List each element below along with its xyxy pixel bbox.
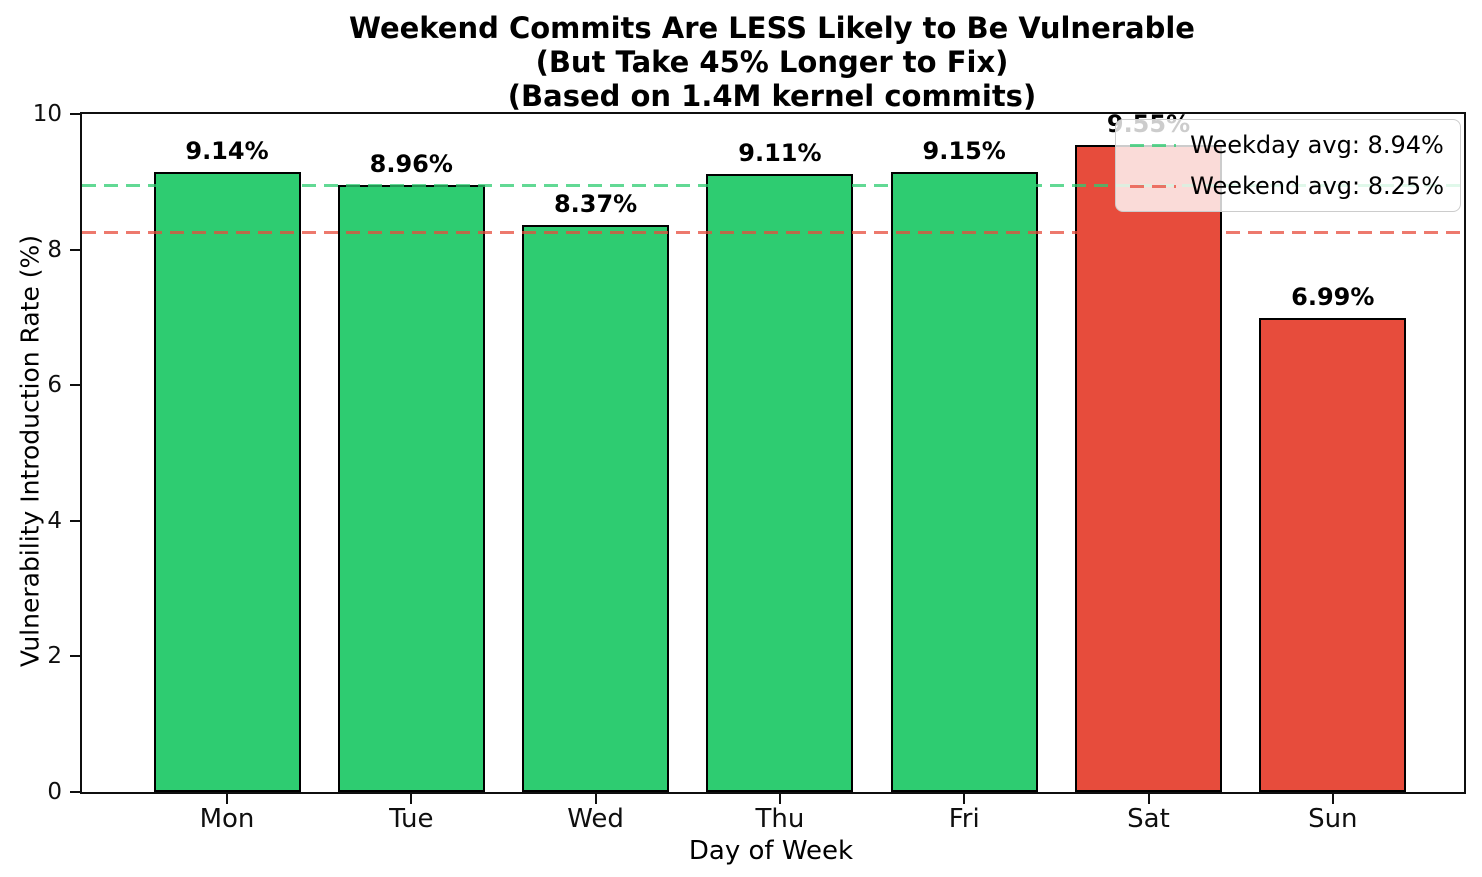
x-tick-label-mon: Mon: [199, 804, 255, 834]
y-tick-8: [70, 248, 80, 251]
y-tick-10: [70, 113, 80, 115]
y-tick-label-2: 2: [47, 643, 62, 670]
y-tick-2: [70, 655, 80, 658]
bar-fri: [890, 171, 1038, 792]
bar-wed: [522, 224, 670, 792]
x-tick-label-sat: Sat: [1127, 804, 1170, 834]
legend-label-weekday-avg: Weekday avg: 8.94%: [1190, 131, 1444, 159]
x-tick-thu: [778, 794, 781, 804]
plot-area: 9.14% Mon 8.96% Tue 8.37% Wed 9.11% Thu 9.15% Fri…: [33, 101, 1466, 834]
bar-value-label-fri: 9.15%: [922, 136, 1006, 165]
x-tick-tue: [410, 794, 413, 804]
y-tick-label-4: 4: [47, 507, 62, 534]
x-tick-fri: [963, 794, 966, 804]
x-tick-label-tue: Tue: [389, 804, 434, 834]
y-tick-6: [70, 384, 80, 387]
legend-item-weekday-avg: Weekday avg: 8.94%: [1130, 131, 1444, 159]
bar-mon: [153, 172, 301, 792]
weekday-avg-line: [82, 184, 1464, 188]
x-axis-title: Day of Week: [688, 836, 854, 866]
x-tick-label-wed: Wed: [567, 804, 624, 834]
x-tick-sat: [1147, 794, 1150, 804]
legend-item-weekend-avg: Weekend avg: 8.25%: [1130, 172, 1444, 200]
weekend-avg-line: [82, 231, 1464, 235]
chart-title-line2: (But Take 45% Longer to Fix): [535, 45, 1009, 79]
y-tick-4: [70, 519, 80, 522]
y-axis-title: Vulnerability Introduction Rate (%): [15, 234, 45, 668]
bar-value-label-sun: 6.99%: [1291, 283, 1375, 312]
y-tick-label-6: 6: [47, 372, 62, 399]
bar-value-label-wed: 8.37%: [553, 189, 638, 218]
x-tick-label-fri: Fri: [948, 804, 980, 834]
x-tick-label-sun: Sun: [1308, 804, 1358, 834]
x-tick-wed: [594, 794, 597, 804]
chart-title-line1: Weekend Commits Are LESS Likely to Be Vu…: [349, 11, 1195, 45]
bar-sat: [1075, 144, 1222, 792]
chart-title-line3: (Based on 1.4M kernel commits): [507, 79, 1037, 113]
y-tick-0: [70, 791, 80, 793]
x-tick-label-thu: Thu: [755, 804, 805, 834]
y-tick-label-0: 0: [47, 779, 62, 805]
chart-title: Weekend Commits Are LESS Likely to Be Vu…: [81, 11, 1463, 113]
bar-value-label-tue: 8.96%: [369, 149, 453, 178]
x-tick-mon: [226, 794, 228, 804]
y-tick-label-10: 10: [32, 101, 62, 127]
bar-sun: [1259, 318, 1407, 792]
x-tick-sun: [1331, 794, 1334, 804]
bar-tue: [337, 184, 485, 792]
weekend-avg-dashed-line-swatch: [1130, 184, 1177, 188]
bar-value-label-thu: 9.11%: [738, 139, 822, 168]
y-tick-label-8: 8: [47, 236, 62, 263]
bar-value-label-mon: 9.14%: [185, 137, 269, 166]
legend-label-weekend-avg: Weekend avg: 8.25%: [1190, 172, 1444, 200]
legend: Weekday avg: 8.94% Weekend avg: 8.25%: [1115, 119, 1461, 212]
bar-thu: [706, 174, 854, 792]
weekday-avg-dashed-line-swatch: [1130, 143, 1177, 147]
